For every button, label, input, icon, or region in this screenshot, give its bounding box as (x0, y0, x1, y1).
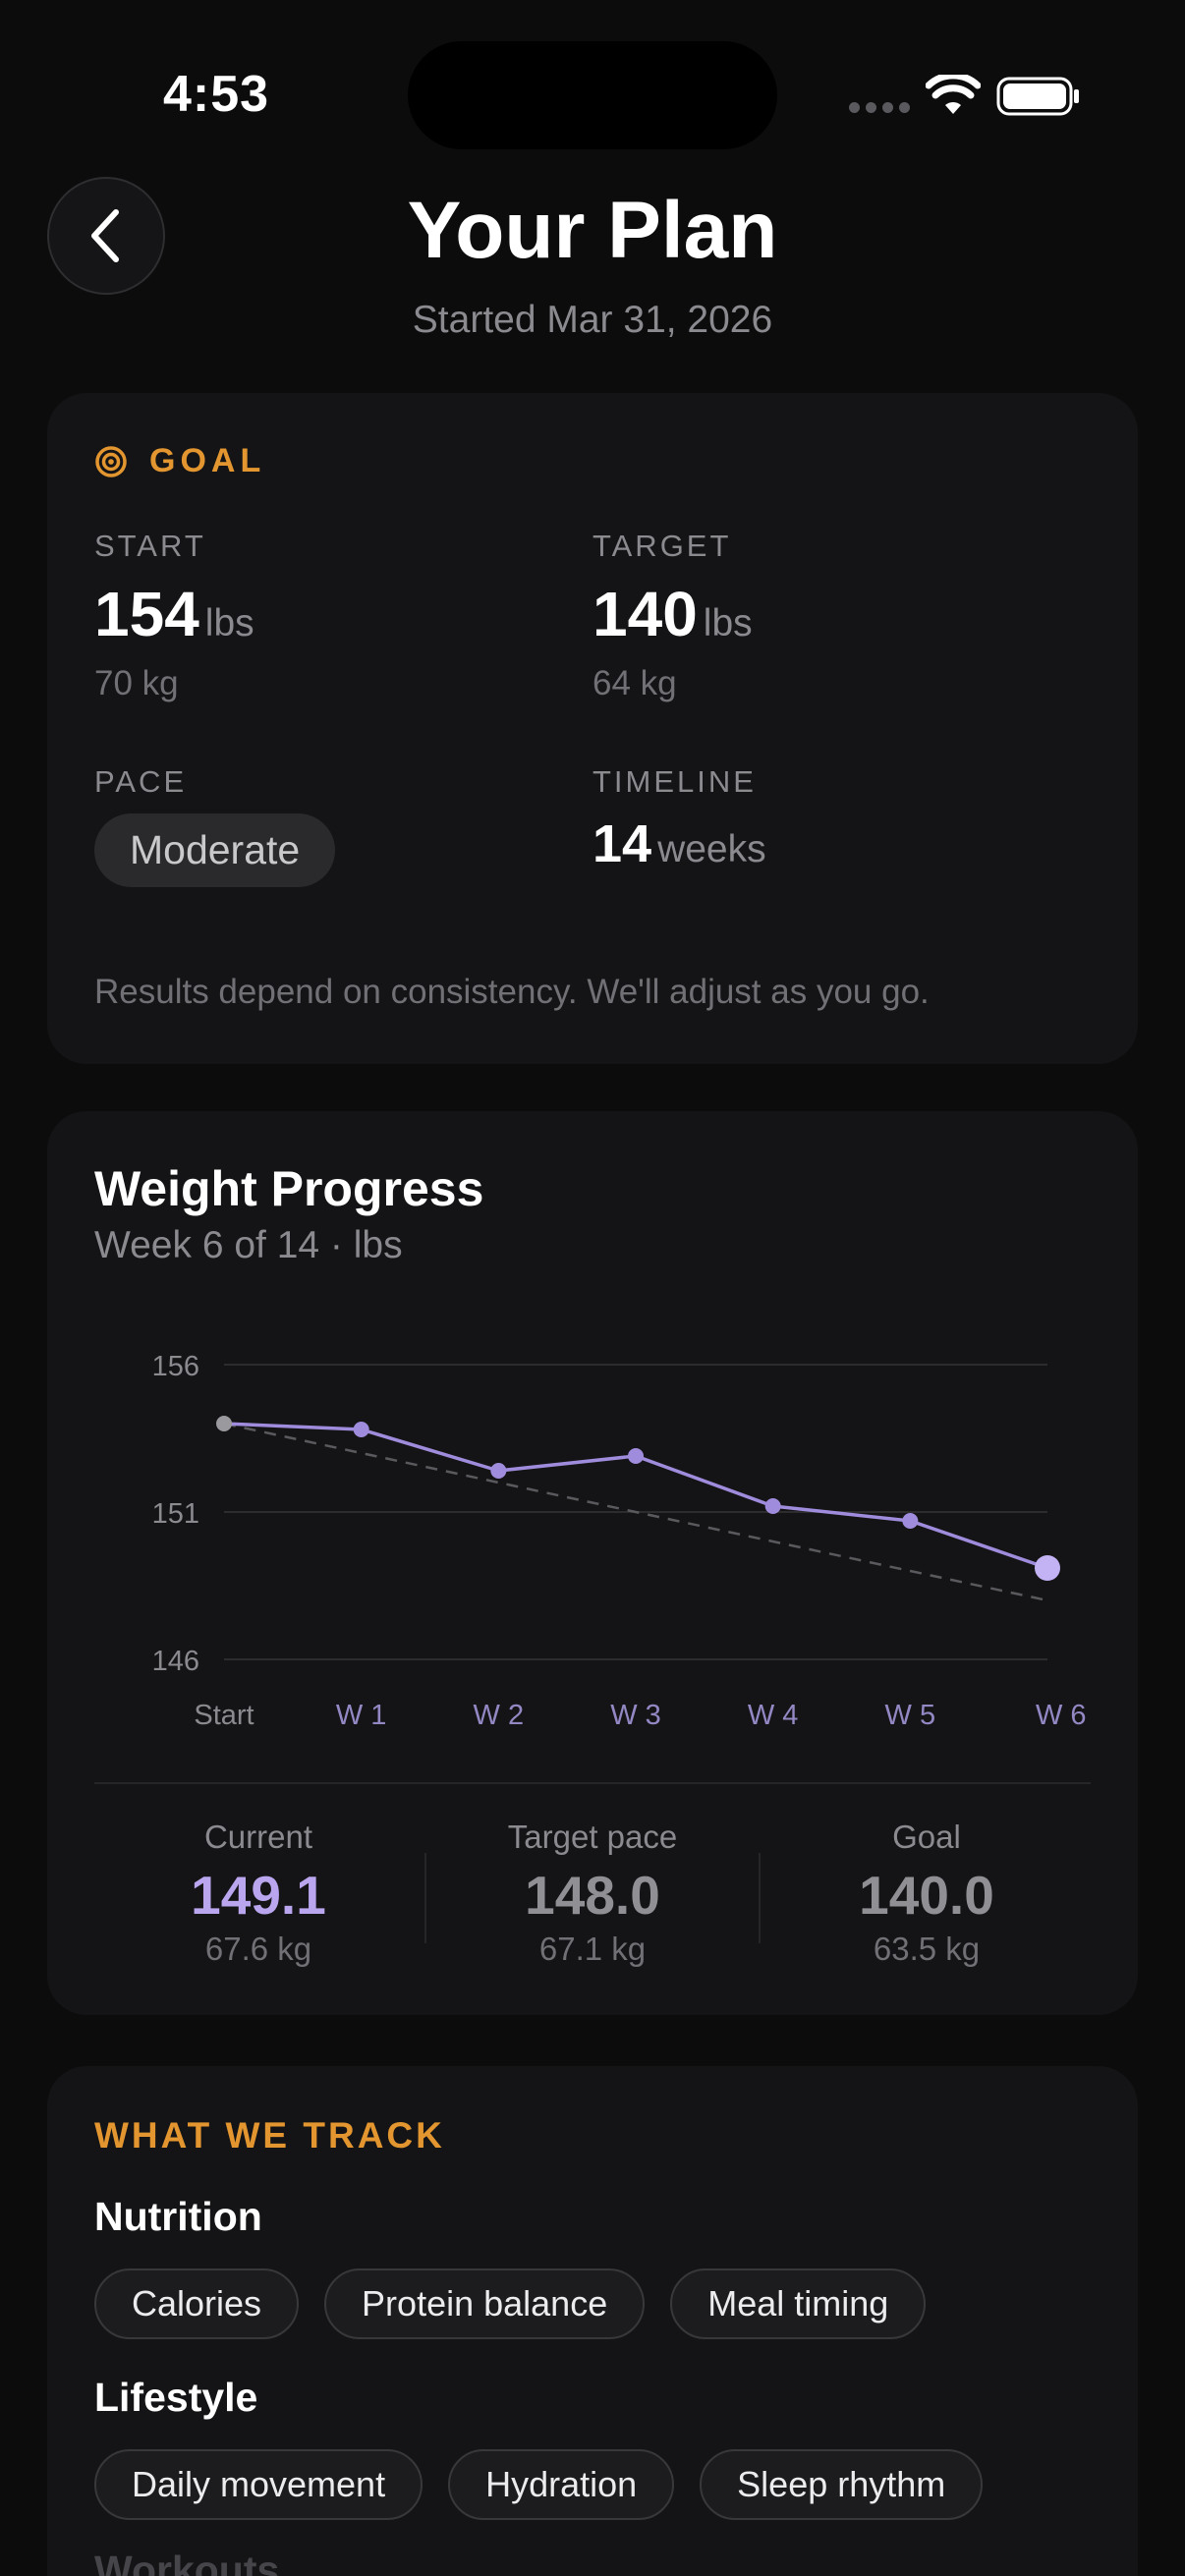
nutrition-chips: Calories Protein balance Meal timing (94, 2268, 927, 2339)
x-tick-label: W 3 (610, 1700, 661, 1731)
page-title: Your Plan (407, 186, 778, 275)
x-tick-label: W 4 (748, 1700, 799, 1731)
stat-target-pace: Target pace 148.0 67.1 kg (425, 1819, 760, 1968)
dynamic-island (408, 41, 777, 149)
weight-point (628, 1448, 644, 1464)
signal-icon (849, 102, 910, 113)
pace-badge: Moderate (94, 813, 336, 887)
x-tick-label: W 2 (474, 1700, 525, 1731)
stat-goal-value: 140.0 (859, 1865, 994, 1926)
weight-chart: 156 151 146 Start W 1 W 2 W 3 W 4 W 5 W 6 (152, 1351, 1087, 1731)
start-weight: 154 lbs (94, 578, 254, 650)
stat-separator (424, 1853, 426, 1943)
x-tick-label: Start (194, 1700, 254, 1731)
x-tick-label: W 5 (885, 1700, 936, 1731)
stat-target-pace-value: 148.0 (525, 1865, 660, 1926)
weight-point (353, 1422, 369, 1437)
weight-point (902, 1513, 919, 1529)
stat-target-pace-label: Target pace (507, 1819, 678, 1855)
battery-icon (996, 77, 1079, 116)
weight-progress-card: Weight Progress Week 6 of 14 · lbs 156 15… (47, 1111, 1138, 2015)
stat-goal: Goal 140.0 63.5 kg (760, 1819, 1094, 1968)
target-weight: 140 lbs (592, 578, 753, 650)
weight-point (764, 1498, 781, 1514)
weight-line (223, 1422, 1048, 1570)
start-weight-metric: 70 kg (94, 664, 179, 702)
weight-point (490, 1463, 507, 1479)
weight-point (216, 1416, 232, 1431)
chip-meal-timing[interactable]: Meal timing (670, 2268, 927, 2339)
goal-note: Results depend on consistency. We'll adj… (94, 973, 930, 1011)
pace-label: PACE (94, 764, 188, 799)
target-label: TARGET (592, 529, 732, 563)
x-tick-label: W 1 (336, 1700, 387, 1731)
start-weight-unit: lbs (204, 602, 254, 644)
y-tick-label: 151 (152, 1498, 199, 1530)
timeline-value: 14 weeks (592, 813, 766, 874)
wifi-icon (926, 75, 981, 114)
stat-current-label: Current (203, 1819, 313, 1855)
chevron-left-icon (91, 209, 119, 262)
target-weight-unit: lbs (703, 602, 753, 644)
chip-hydration[interactable]: Hydration (448, 2449, 675, 2520)
y-tick-label: 156 (152, 1351, 199, 1382)
what-we-track-card: WHAT WE TRACK Nutrition Calories Protein… (47, 2066, 1138, 2576)
lifestyle-chips: Daily movement Hydration Sleep rhythm (94, 2449, 984, 2520)
timeline-label: TIMELINE (592, 764, 757, 799)
target-weight-metric: 64 kg (592, 664, 677, 702)
start-weight-value: 154 (94, 579, 199, 649)
progress-title: Weight Progress (94, 1161, 484, 1216)
goal-header: GOAL (94, 442, 265, 480)
weight-point (1035, 1555, 1060, 1581)
target-pace-line (223, 1422, 1048, 1602)
page-subtitle: Started Mar 31, 2026 (412, 299, 773, 341)
chip-daily-movement[interactable]: Daily movement (94, 2449, 423, 2520)
chip-sleep-rhythm[interactable]: Sleep rhythm (700, 2449, 984, 2520)
goal-title: GOAL (149, 442, 266, 479)
target-icon (95, 445, 127, 477)
stat-current-value: 149.1 (191, 1865, 326, 1926)
chart-divider (94, 1782, 1091, 1784)
back-button[interactable] (47, 177, 165, 295)
track-title: WHAT WE TRACK (94, 2115, 445, 2156)
start-label: START (94, 529, 206, 563)
status-time: 4:53 (163, 66, 270, 123)
goal-card: GOAL START 154 lbs 70 kg TARGET 140 lbs 64… (47, 393, 1138, 1064)
stat-current-metric: 67.6 kg (204, 1931, 312, 1967)
lifestyle-title: Lifestyle (94, 2375, 258, 2420)
stat-goal-metric: 63.5 kg (873, 1931, 981, 1967)
stat-current: Current 149.1 67.6 kg (91, 1819, 425, 1968)
progress-subtitle: Week 6 of 14 · lbs (94, 1224, 403, 1266)
workouts-title: Workouts (94, 2548, 280, 2576)
x-tick-label: W 6 (1036, 1700, 1087, 1731)
nutrition-title: Nutrition (94, 2194, 262, 2239)
target-weight-value: 140 (592, 579, 698, 649)
stat-target-pace-metric: 67.1 kg (538, 1931, 647, 1967)
y-tick-label: 146 (152, 1646, 199, 1677)
chip-calories[interactable]: Calories (94, 2268, 300, 2339)
timeline-number: 14 (592, 814, 652, 873)
timeline-unit: weeks (657, 828, 766, 870)
stat-separator (759, 1853, 761, 1943)
chip-protein-balance[interactable]: Protein balance (324, 2268, 646, 2339)
stat-goal-label: Goal (892, 1819, 961, 1855)
